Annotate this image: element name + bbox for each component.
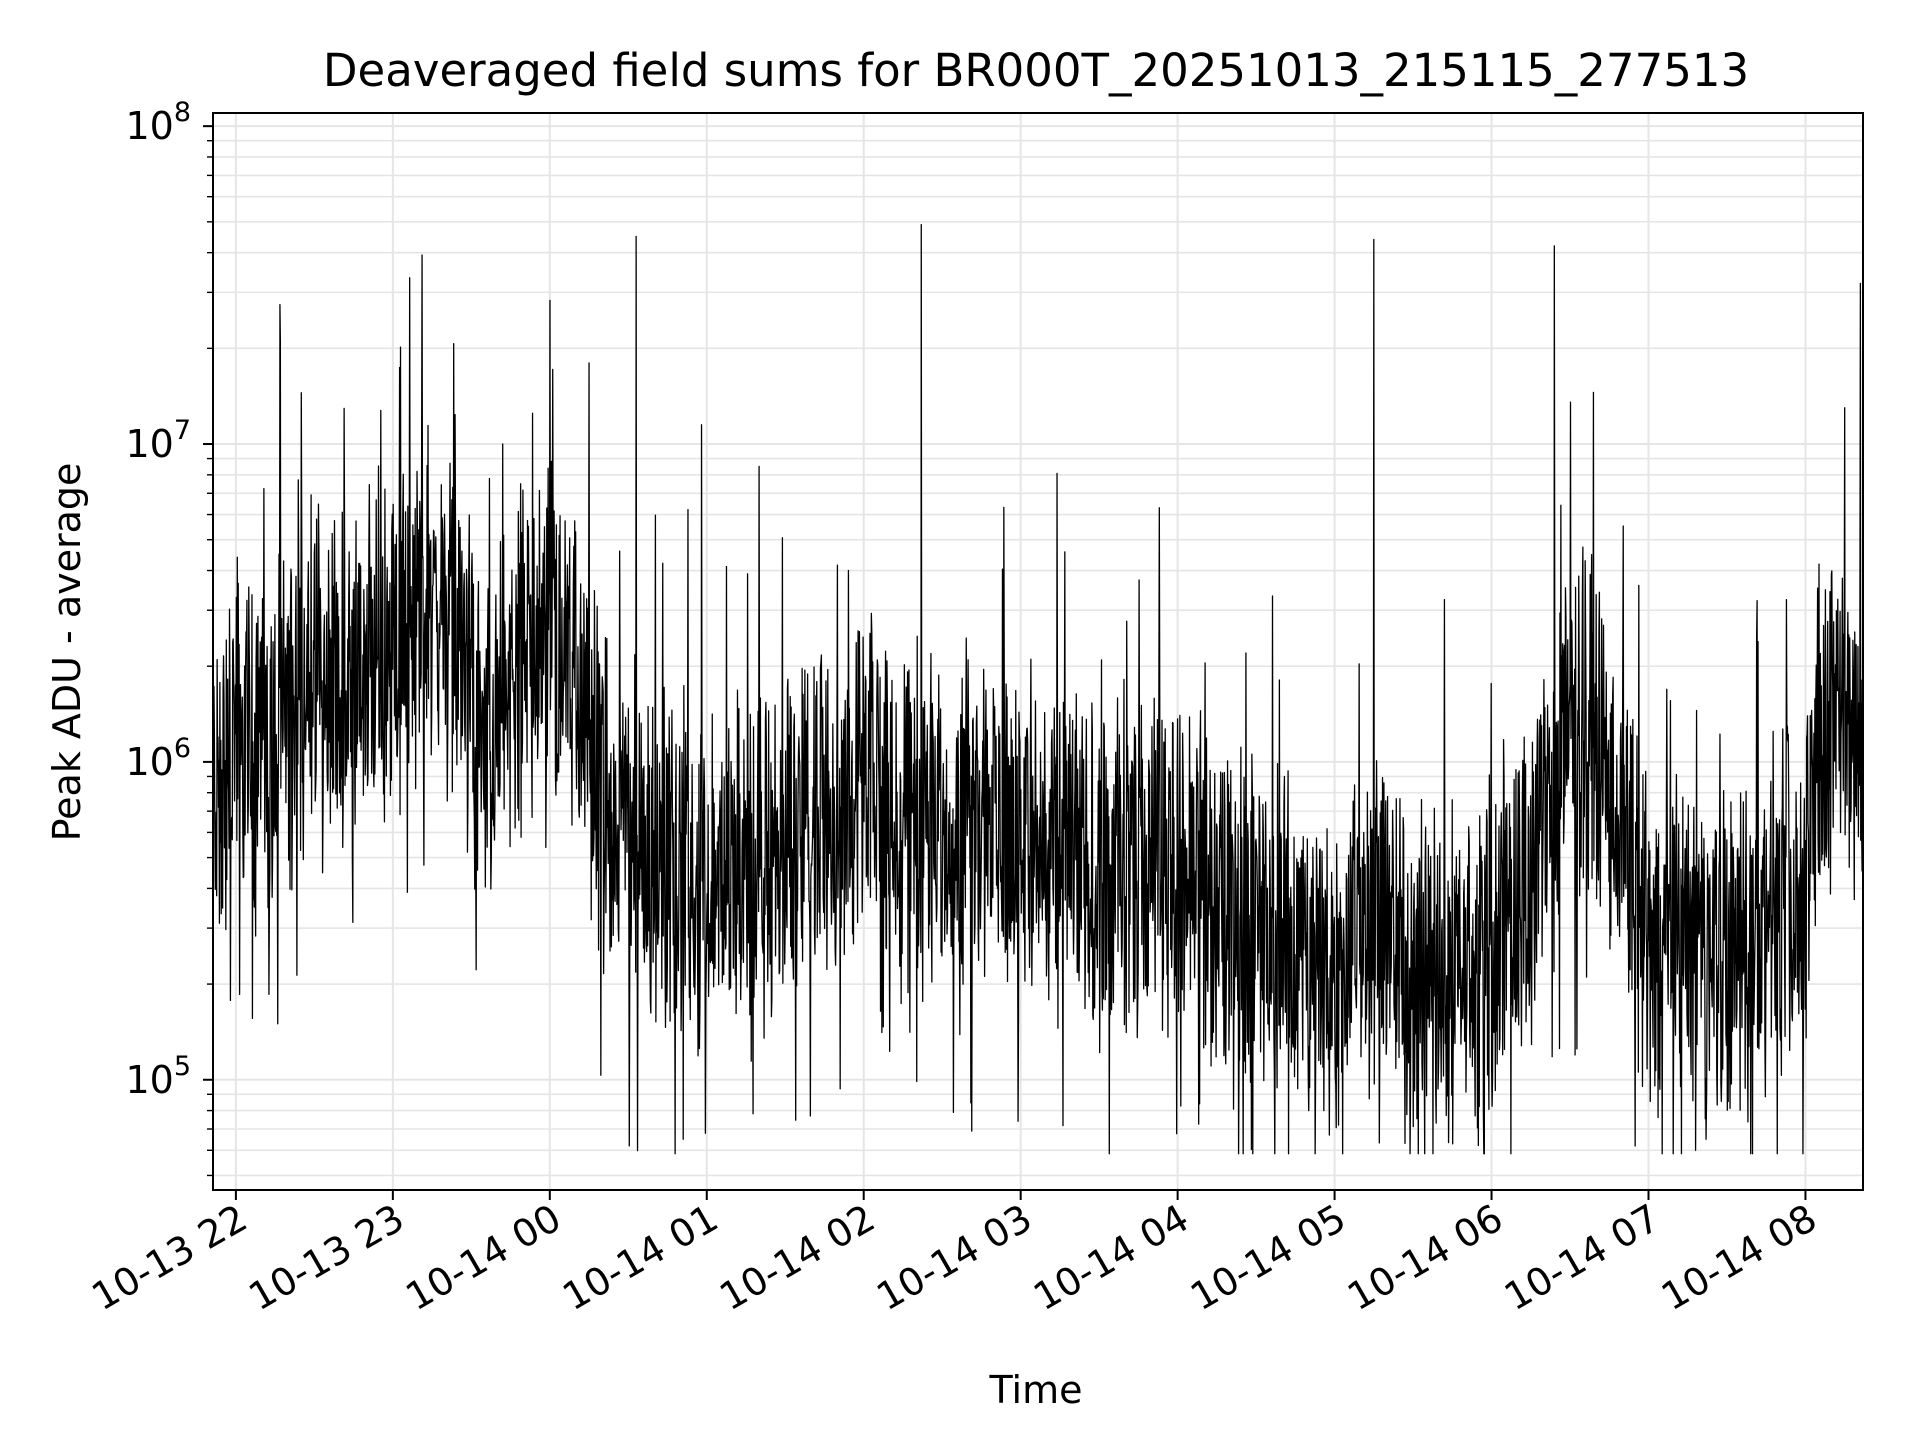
y-tick-label: 107 (125, 415, 191, 466)
y-tick-label: 105 (125, 1051, 191, 1102)
series (212, 223, 1864, 1155)
chart-title: Deaveraged field sums for BR000T_2025101… (323, 44, 1749, 97)
y-axis-label: Peak ADU - average (45, 463, 89, 842)
plot-frame (212, 112, 1864, 1191)
series-line (212, 223, 1864, 1155)
y-axis: 105 106 107 108 (125, 97, 213, 1177)
y-tick-label: 106 (125, 733, 191, 784)
x-axis-label: Time (989, 1368, 1083, 1412)
y-tick-label: 108 (125, 97, 191, 148)
